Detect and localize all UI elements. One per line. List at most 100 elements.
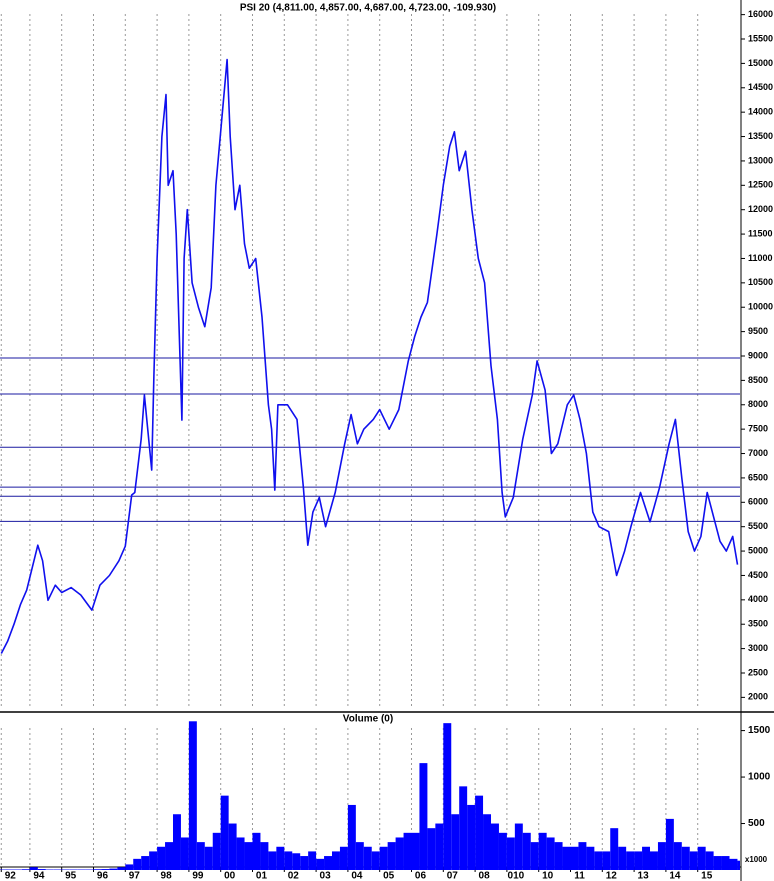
volume-bar [212,832,221,870]
volume-bar [276,846,285,870]
volume-bar [689,851,698,870]
y-tick-label: 14500 [748,82,773,92]
volume-bar [514,823,523,870]
x-tick-label: 01 [256,871,268,881]
volume-bar [244,842,253,870]
volume-bar [196,842,205,870]
volume-bar [650,851,658,870]
x-tick-label: 05 [383,871,395,881]
y-tick-label: 14000 [748,107,773,117]
volume-bar [133,858,142,870]
volume-bar [109,868,118,870]
volume-bar [729,858,738,870]
x-tick-label: 92 [5,871,17,881]
volume-bar [21,869,30,870]
volume-bar [268,851,277,870]
volume-bar [435,823,444,870]
x-tick-label: 95 [65,871,77,881]
y-tick-label: 12000 [748,204,773,214]
y-tick-label: 7000 [748,448,768,458]
volume-bar [395,837,404,870]
volume-bar [172,814,181,870]
volume-bar [546,837,555,870]
y-tick-label: 11000 [748,253,773,263]
y-tick-label: 11500 [748,228,773,238]
x-tick-label: 00 [224,871,236,881]
volume-bar [697,846,706,870]
x-tick-label: 98 [161,871,173,881]
y-tick-label: 2500 [748,667,768,677]
y-tick-label: 6500 [748,472,768,482]
volume-bar [101,869,110,870]
y-tick-label: 2000 [748,692,768,702]
volume-bar [681,846,690,870]
y-tick-label: 15000 [748,58,773,68]
volume-bar [705,851,714,870]
volume-bar [657,842,666,870]
volume-bar [324,856,332,870]
y-tick-label: 4000 [748,594,768,604]
volume-bar [673,842,682,870]
chart-title: PSI 20 (4,811.00, 4,857.00, 4,687.00, 4,… [240,3,496,14]
volume-bar [316,858,325,870]
volume-bar [37,869,46,870]
volume-bar [204,846,213,870]
volume-bar [427,828,436,870]
volume-bar [610,828,619,870]
volume-bar [347,804,356,870]
volume-bar [475,795,484,870]
volume-bar [300,856,309,870]
volume-bar [125,864,134,870]
volume-bar [562,846,571,870]
volume-unit: x1000 [745,855,768,864]
volume-bar [578,842,587,870]
volume-bar [379,846,388,870]
volume-bar [570,846,579,870]
volume-bar [538,832,547,870]
x-tick-label: 10 [542,871,554,881]
volume-bar [483,814,492,870]
volume-bar [220,795,229,870]
volume-bar [93,869,102,870]
volume-bar [141,856,150,870]
volume-bar [363,846,372,870]
y-tick-label: 10500 [748,277,773,287]
volume-title: Volume (0) [343,714,393,725]
y-tick-label: 500 [748,818,765,829]
volume-bar [284,851,293,870]
volume-bar [157,846,166,870]
volume-bar [252,832,261,870]
x-tick-label: 99 [192,871,204,881]
y-tick-label: 3500 [748,619,768,629]
x-tick-label: 06 [415,871,427,881]
volume-bar [451,814,460,870]
volume-bar [387,842,396,870]
volume-bar [665,818,674,870]
x-tick-label: 97 [129,871,141,881]
volume-bar [586,846,595,870]
volume-bar [602,851,611,870]
volume-bar [371,851,380,870]
volume-bar [443,723,452,870]
volume-bar [29,867,38,870]
volume-bar [618,846,627,870]
volume-bar [292,853,301,870]
volume-bar [355,842,364,870]
volume-bar [554,842,563,870]
y-tick-label: 15500 [748,33,773,43]
y-tick-label: 4500 [748,570,768,580]
x-tick-label: 11 [574,871,585,881]
volume-bar [188,721,197,870]
y-tick-label: 13500 [748,131,773,141]
volume-bar [713,856,722,870]
x-tick-label: 03 [320,871,332,881]
volume-bar [228,823,237,870]
volume-bar [737,860,740,870]
volume-bar [522,832,531,870]
y-tick-label: 8500 [748,375,768,385]
x-tick-label: 94 [33,871,45,881]
volume-bar [530,842,539,870]
x-tick-label: 14 [669,871,681,881]
x-tick-label: 07 [447,871,459,881]
